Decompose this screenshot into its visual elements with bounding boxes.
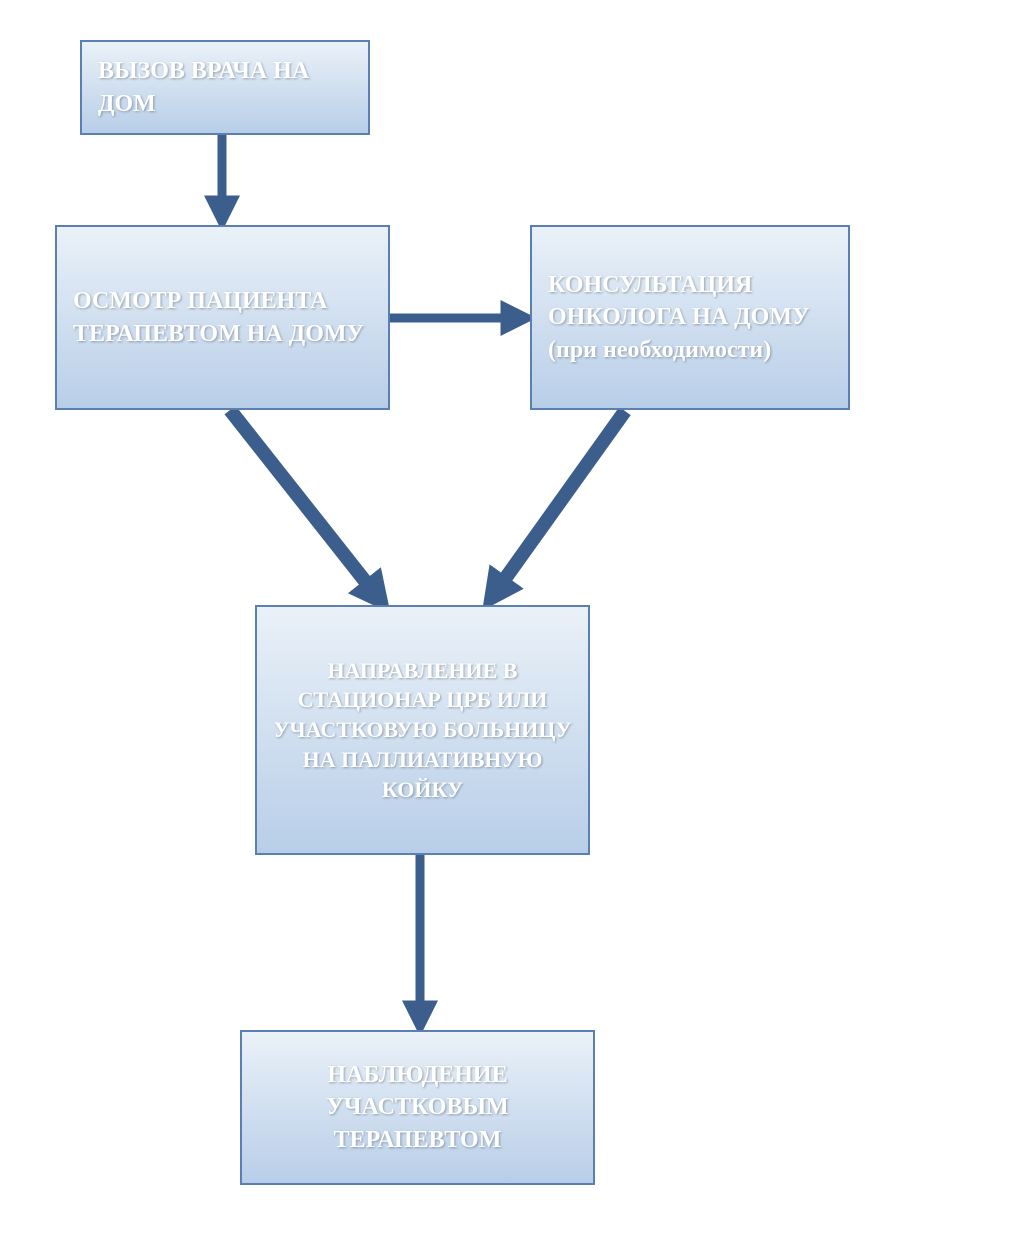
- flowchart-node-text: КОНСУЛЬТАЦИЯ ОНКОЛОГА НА ДОМУ(при необхо…: [548, 269, 832, 366]
- flowchart-node-text: ВЫЗОВ ВРАЧА НА ДОМ: [98, 55, 352, 120]
- flowchart-node-box4: НАПРАВЛЕНИЕ В СТАЦИОНАР ЦРБ ИЛИ УЧАСТКОВ…: [255, 605, 590, 855]
- flowchart-node-box2: ОСМОТР ПАЦИЕНТА ТЕРАПЕВТОМ НА ДОМУ: [55, 225, 390, 410]
- flowchart-node-text: НАБЛЮДЕНИЕ УЧАСТКОВЫМ ТЕРАПЕВТОМ: [258, 1059, 577, 1156]
- flowchart-node-box1: ВЫЗОВ ВРАЧА НА ДОМ: [80, 40, 370, 135]
- flowchart-node-text: НАПРАВЛЕНИЕ В СТАЦИОНАР ЦРБ ИЛИ УЧАСТКОВ…: [273, 656, 572, 804]
- flowchart-edge: [230, 410, 380, 600]
- flowchart-node-box5: НАБЛЮДЕНИЕ УЧАСТКОВЫМ ТЕРАПЕВТОМ: [240, 1030, 595, 1185]
- flowchart-node-text: ОСМОТР ПАЦИЕНТА ТЕРАПЕВТОМ НА ДОМУ: [73, 285, 372, 350]
- flowchart-node-box3: КОНСУЛЬТАЦИЯ ОНКОЛОГА НА ДОМУ(при необхо…: [530, 225, 850, 410]
- flowchart-edge: [492, 411, 625, 597]
